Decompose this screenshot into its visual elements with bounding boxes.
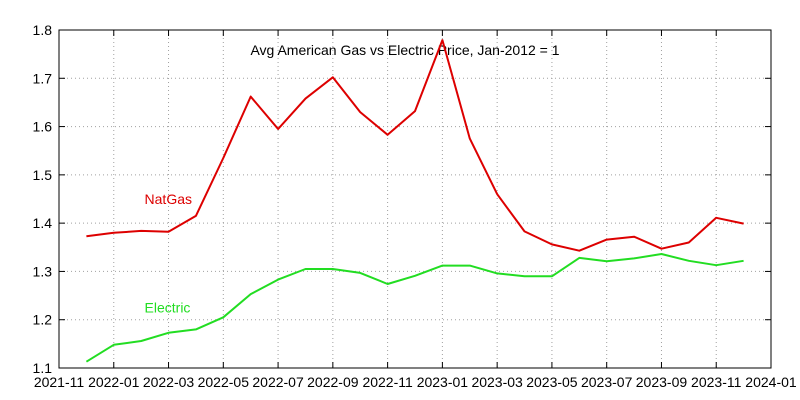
series-line-natgas bbox=[86, 39, 744, 252]
plot-frame bbox=[58, 29, 772, 369]
x-axis-tick-labels: 2021-11 2022-01 2022-03 2022-05 2022-07 2022-… bbox=[34, 374, 797, 390]
y-tick-label: 1.2 bbox=[33, 312, 53, 328]
x-tick-label: 2023-03 bbox=[471, 374, 523, 390]
x-tick-label: 2024-01 bbox=[745, 374, 797, 390]
chart-title: Avg American Gas vs Electric Price, Jan-… bbox=[250, 42, 559, 58]
x-tick-label: 2022-01 bbox=[88, 374, 140, 390]
x-tick-label: 2023-11 bbox=[691, 374, 742, 390]
x-tick-label: 2023-05 bbox=[526, 374, 578, 390]
x-tick-label: 2023-01 bbox=[417, 374, 469, 390]
series-labels: NatGas Electric bbox=[145, 191, 192, 316]
series-label-electric: Electric bbox=[145, 300, 191, 316]
x-tick-label: 2023-09 bbox=[636, 374, 688, 390]
y-tick-label: 1.6 bbox=[33, 119, 53, 135]
y-tick-label: 1.8 bbox=[33, 22, 53, 38]
y-tick-label: 1.1 bbox=[33, 360, 53, 376]
y-tick-label: 1.5 bbox=[33, 167, 53, 183]
series-line-electric bbox=[85, 253, 744, 363]
tick-marks bbox=[58, 29, 772, 369]
x-tick-label: 2021-11 bbox=[34, 374, 85, 390]
x-tick-label: 2022-03 bbox=[143, 374, 195, 390]
y-tick-label: 1.3 bbox=[33, 263, 53, 279]
y-tick-label: 1.4 bbox=[33, 215, 53, 231]
x-tick-label: 2022-07 bbox=[252, 374, 304, 390]
series-label-natgas: NatGas bbox=[145, 191, 192, 207]
x-tick-label: 2022-05 bbox=[198, 374, 250, 390]
y-axis-tick-labels: 1.1 1.2 1.3 1.4 1.5 1.6 1.7 1.8 bbox=[33, 22, 53, 376]
x-tick-label: 2023-07 bbox=[581, 374, 633, 390]
grid-lines bbox=[59, 30, 771, 368]
x-tick-label: 2022-09 bbox=[307, 374, 359, 390]
x-tick-label: 2022-11 bbox=[362, 374, 413, 390]
y-tick-label: 1.7 bbox=[33, 70, 53, 86]
data-series bbox=[85, 39, 744, 363]
